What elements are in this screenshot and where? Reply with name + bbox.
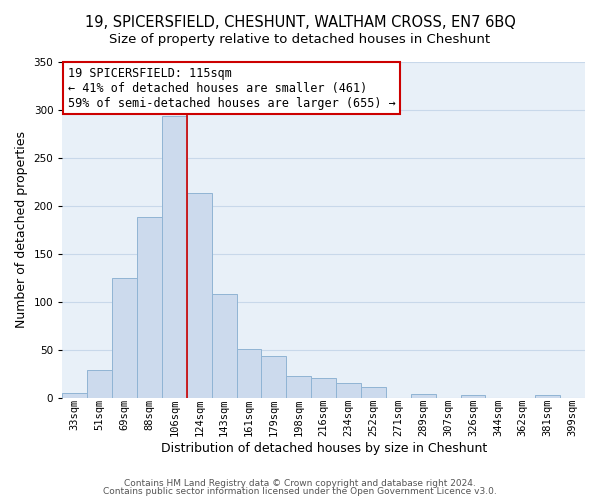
Y-axis label: Number of detached properties: Number of detached properties — [15, 131, 28, 328]
Bar — [262, 356, 286, 398]
Bar — [137, 217, 162, 398]
Bar — [212, 294, 236, 398]
Text: Contains public sector information licensed under the Open Government Licence v3: Contains public sector information licen… — [103, 487, 497, 496]
Bar — [535, 394, 560, 398]
Text: 19 SPICERSFIELD: 115sqm
← 41% of detached houses are smaller (461)
59% of semi-d: 19 SPICERSFIELD: 115sqm ← 41% of detache… — [68, 66, 395, 110]
Bar — [162, 116, 187, 398]
Bar — [311, 378, 336, 398]
Bar — [62, 393, 87, 398]
Bar — [112, 278, 137, 398]
Bar — [187, 193, 212, 398]
Text: Size of property relative to detached houses in Cheshunt: Size of property relative to detached ho… — [109, 32, 491, 46]
Text: 19, SPICERSFIELD, CHESHUNT, WALTHAM CROSS, EN7 6BQ: 19, SPICERSFIELD, CHESHUNT, WALTHAM CROS… — [85, 15, 515, 30]
X-axis label: Distribution of detached houses by size in Cheshunt: Distribution of detached houses by size … — [161, 442, 487, 455]
Bar — [361, 387, 386, 398]
Bar — [461, 394, 485, 398]
Bar — [336, 383, 361, 398]
Bar — [286, 376, 311, 398]
Bar — [236, 348, 262, 398]
Text: Contains HM Land Registry data © Crown copyright and database right 2024.: Contains HM Land Registry data © Crown c… — [124, 478, 476, 488]
Bar — [87, 370, 112, 398]
Bar — [411, 394, 436, 398]
